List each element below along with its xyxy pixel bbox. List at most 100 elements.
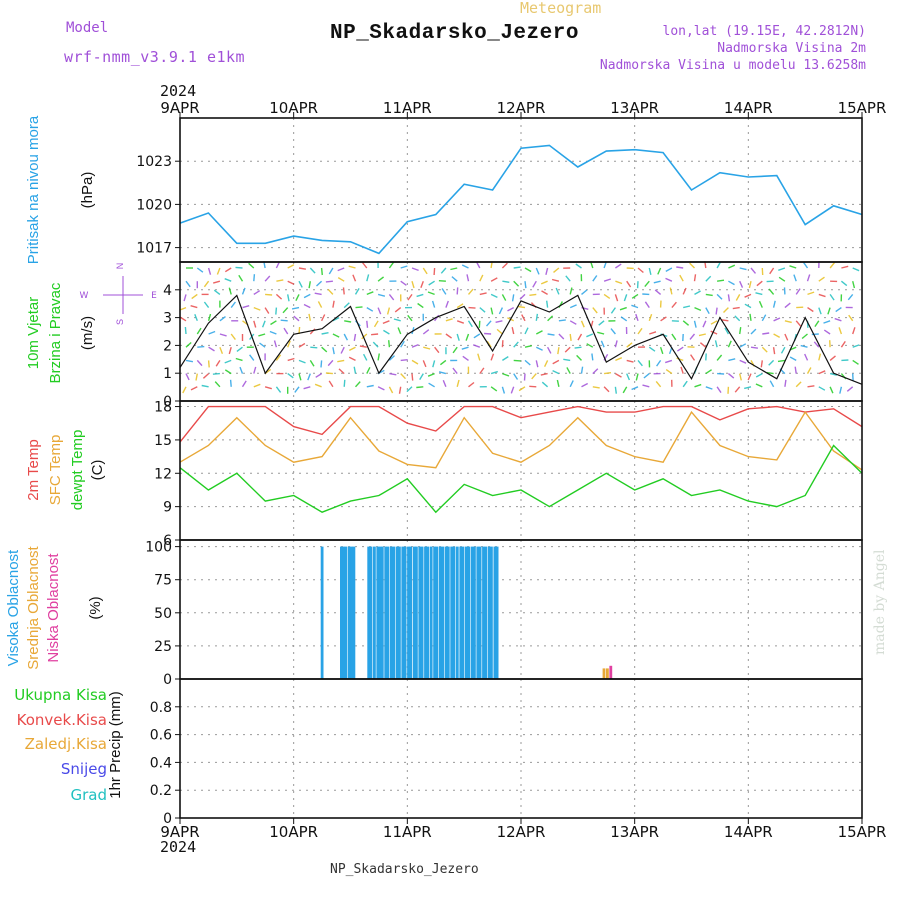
- wind-arrow: [400, 359, 408, 362]
- wind-arrow: [295, 294, 300, 302]
- wind-arrow: [586, 343, 594, 348]
- wind-arrow: [366, 384, 374, 388]
- wind-arrow: [377, 276, 385, 282]
- wind-arrow: [623, 294, 628, 302]
- wind-arrow: [619, 306, 627, 311]
- wind-arrow: [461, 264, 469, 269]
- wind-arrow: [615, 263, 622, 269]
- wind-arrow: [723, 307, 729, 313]
- wind-arrow: [758, 300, 763, 308]
- wind-arrow: [253, 383, 261, 388]
- wind-arrow: [806, 367, 812, 374]
- wind-arrow: [524, 359, 531, 366]
- wind-arrow: [524, 345, 532, 348]
- wind-arrow: [727, 340, 732, 348]
- wind-arrow: [744, 386, 752, 390]
- cloud-bar: [380, 546, 384, 679]
- wind-arrow: [665, 267, 673, 273]
- wind-arrow: [784, 379, 787, 387]
- wind-arrow: [203, 301, 210, 309]
- panel-frame: [179, 400, 863, 541]
- wind-arrow: [682, 380, 688, 388]
- wind-arrow: [456, 303, 464, 309]
- wind-arrow: [524, 281, 527, 289]
- wind-arrow: [228, 347, 232, 355]
- wind-arrow: [383, 329, 390, 335]
- wind-arrow: [298, 280, 303, 288]
- wind-arrow: [535, 330, 543, 335]
- wind-arrow: [581, 289, 588, 295]
- wind-arrow: [615, 357, 623, 362]
- wind-arrow: [631, 304, 639, 309]
- wind-arrow: [253, 366, 257, 374]
- wind-arrow: [196, 359, 203, 367]
- cloud-bar: [473, 546, 476, 679]
- wind-arrow: [565, 275, 571, 282]
- wind-arrow: [592, 368, 599, 375]
- wind-arrow: [348, 356, 356, 362]
- wind-arrow: [397, 327, 402, 335]
- wind-arrow: [535, 313, 539, 321]
- wind-arrow: [569, 320, 577, 325]
- wind-arrow: [521, 314, 526, 322]
- precip-legend-3: Snijeg: [61, 760, 107, 778]
- wind-arrow: [258, 333, 266, 337]
- wind-arrow: [407, 293, 413, 301]
- wind-arrow: [411, 267, 419, 272]
- cloud-bar: [392, 546, 396, 679]
- wind-arrow: [657, 267, 662, 275]
- wind-arrow: [705, 293, 713, 297]
- y-tick-label: 1: [163, 366, 172, 382]
- wind-arrow: [475, 261, 481, 269]
- wind-arrow: [361, 262, 368, 269]
- wind-arrow: [747, 373, 752, 381]
- cloud-bar: [342, 546, 346, 679]
- wind-arrow: [400, 340, 405, 348]
- wind-arrow: [343, 379, 346, 387]
- wind-arrow: [614, 340, 618, 348]
- wind-arrow: [626, 359, 634, 363]
- wind-arrow: [804, 353, 809, 361]
- wind-arrow: [194, 314, 198, 322]
- wind-arrow: [394, 307, 402, 313]
- wind-arrow: [442, 380, 447, 388]
- wind-arrow: [320, 360, 323, 368]
- y-tick-label: 0: [163, 394, 172, 410]
- wind-arrow: [535, 267, 540, 275]
- wind-arrow: [511, 294, 515, 302]
- wind-arrow: [557, 347, 560, 355]
- wind-arrow: [338, 368, 345, 375]
- wind-arrow: [327, 359, 334, 367]
- wind-arrow: [445, 300, 449, 308]
- y-tick-label: 0.2: [150, 783, 172, 799]
- wind-arrow: [694, 290, 701, 296]
- cloud-bar: [412, 546, 416, 679]
- cloud-bar: [401, 546, 405, 679]
- wind-arrow: [835, 307, 842, 313]
- wind-arrow: [259, 342, 266, 348]
- x-tick-label-top: 10APR: [269, 99, 318, 117]
- wind-arrow: [806, 274, 811, 282]
- wind-arrow: [427, 291, 435, 296]
- cloud-bar: [461, 546, 465, 679]
- cloud-bar: [378, 546, 382, 679]
- wind-arrow: [462, 355, 469, 361]
- wind-arrow: [569, 380, 574, 388]
- wind-arrow: [577, 333, 583, 341]
- wind-axis-label: 10m Vjetar: [25, 297, 42, 370]
- wind-arrow: [502, 280, 510, 283]
- wind-arrow: [689, 262, 695, 269]
- wind-arrow: [739, 267, 747, 271]
- wind-arrow: [224, 369, 232, 375]
- wind-arrow: [637, 327, 643, 335]
- wind-unit-label: (m/s): [79, 316, 96, 350]
- wind-arrow: [626, 373, 631, 381]
- wind-arrow: [761, 346, 768, 353]
- cloud-bar: [602, 668, 606, 679]
- wind-arrow: [236, 346, 243, 352]
- wind-arrow: [705, 369, 712, 375]
- cloud-bar: [455, 546, 459, 679]
- wind-arrow: [337, 267, 345, 272]
- wind-arrow: [298, 267, 307, 270]
- wind-arrow: [847, 293, 854, 301]
